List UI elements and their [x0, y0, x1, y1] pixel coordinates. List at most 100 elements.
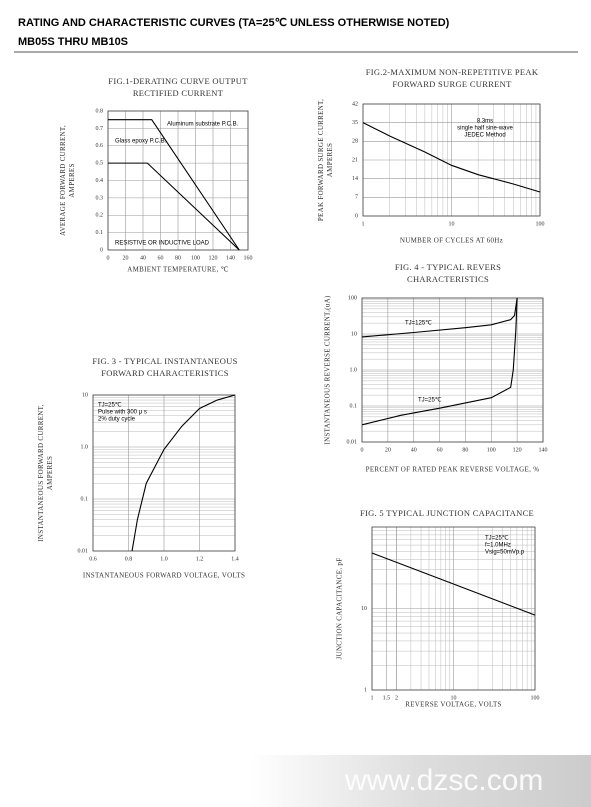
y-tick-label: 0.3: [96, 195, 104, 201]
y-tick-label: 21: [352, 157, 358, 163]
series-label: Glass epoxy P.C.B.: [115, 139, 167, 145]
x-tick-label: 100: [531, 695, 540, 701]
y-axis-label: AMPERES: [46, 456, 54, 490]
chart-title: FIG.2-MAXIMUM NON-REPETITIVE PEAK: [366, 67, 539, 77]
plot-frame: [371, 526, 536, 691]
plot-frame: [107, 110, 249, 251]
y-tick-label: 35: [352, 120, 358, 126]
x-tick-label: 100: [536, 221, 545, 227]
header-title: RATING AND CHARACTERISTIC CURVES (TA=25℃…: [18, 17, 450, 29]
series-label: TJ=125℃: [405, 321, 432, 327]
annotation: JEDEC Method: [464, 133, 505, 139]
annotation: 2% duty cycle: [98, 417, 136, 423]
y-tick-label: 0.5: [96, 161, 104, 167]
y-tick-label: 0.01: [347, 439, 358, 445]
chart-title: FORWARD CHARACTERISTICS: [101, 368, 229, 378]
y-tick-label: 0.2: [96, 213, 104, 219]
series-line: [361, 297, 518, 338]
y-tick-label: 10: [82, 392, 88, 398]
y-tick-label: 0: [100, 247, 103, 253]
y-tick-label: 10: [351, 331, 357, 337]
y-axis-label: INSTANTANEOUS REVERSE CURRENT,(uA): [324, 295, 332, 445]
series-line: [371, 552, 536, 616]
y-tick-label: 100: [348, 295, 357, 301]
x-axis-label: INSTANTANEOUS FORWARD VOLTAGE, VOLTS: [83, 572, 245, 580]
chart-title: CHARACTERISTICS: [407, 274, 489, 284]
y-tick-label: 10: [361, 606, 367, 612]
y-axis-label: AVERAGE FORWARD CURRENT,: [59, 125, 67, 236]
x-tick-label: 80: [462, 447, 468, 453]
y-tick-label: 1.0: [81, 444, 89, 450]
plot-frame: [362, 103, 541, 217]
x-tick-label: 0: [361, 447, 364, 453]
chart-title: FIG. 4 - TYPICAL REVERS: [395, 262, 501, 272]
x-tick-label: 0.8: [125, 556, 133, 562]
y-tick-label: 0: [355, 213, 358, 219]
y-axis-label: JUNCTION CAPACITANCE, pF: [336, 558, 344, 660]
chart-title: RECTIFIED CURRENT: [133, 88, 224, 98]
x-tick-label: 10: [451, 695, 457, 701]
series-label: Aluminum substrate P.C.B.: [167, 122, 239, 128]
annotation: f=1.0MHz: [485, 543, 511, 549]
x-tick-label: 1: [362, 221, 365, 227]
x-axis-label: REVERSE VOLTAGE, VOLTS: [405, 701, 501, 709]
annotation: TJ=25℃: [98, 403, 122, 409]
x-tick-label: 60: [158, 255, 164, 261]
x-tick-label: 1.5: [383, 695, 391, 701]
y-tick-label: 14: [352, 176, 358, 182]
y-tick-label: 7: [355, 195, 358, 201]
chart-title: FIG.1-DERATING CURVE OUTPUT: [108, 76, 248, 86]
y-tick-label: 28: [352, 139, 358, 145]
annotation: Vsig=50mVp.p: [485, 550, 525, 556]
annotation: single half sine-wave: [457, 126, 513, 132]
x-tick-label: 60: [437, 447, 443, 453]
x-tick-label: 1.2: [196, 556, 204, 562]
y-tick-label: 0.01: [78, 548, 89, 554]
y-tick-label: 0.4: [96, 178, 104, 184]
x-tick-label: 10: [449, 221, 455, 227]
x-tick-label: 0: [107, 255, 110, 261]
plot-frame: [92, 394, 236, 552]
x-tick-label: 120: [209, 255, 218, 261]
y-tick-label: 0.1: [81, 496, 89, 502]
chart-title: FORWARD SURGE CURRENT: [392, 79, 512, 89]
x-tick-label: 1: [371, 695, 374, 701]
x-tick-label: 100: [191, 255, 200, 261]
x-axis-label: AMBIENT TEMPERATURE, ℃: [127, 266, 229, 274]
y-tick-label: 0.7: [96, 126, 104, 132]
x-tick-label: 1.0: [160, 556, 168, 562]
x-tick-label: 140: [539, 447, 548, 453]
y-tick-label: 1.0: [350, 367, 358, 373]
y-tick-label: 0.6: [96, 143, 104, 149]
x-tick-label: 140: [226, 255, 235, 261]
series-line: [108, 162, 240, 251]
series-label: TJ=25℃: [418, 398, 442, 404]
x-tick-label: 160: [244, 255, 253, 261]
series-line: [131, 394, 236, 552]
x-tick-label: 40: [411, 447, 417, 453]
y-tick-label: 0.1: [96, 230, 104, 236]
x-tick-label: 80: [175, 255, 181, 261]
annotation: 8.3ms: [477, 119, 493, 125]
y-axis-label: PEAK FORWARD SURGE CURRENT,: [317, 99, 325, 221]
chart-title: FIG. 3 - TYPICAL INSTANTANEOUS: [92, 356, 237, 366]
annotation: RESISTIVE OR INDUCTIVE LOAD: [115, 241, 210, 247]
x-tick-label: 40: [140, 255, 146, 261]
x-tick-label: 20: [123, 255, 129, 261]
annotation: Pulse with 300 μ s: [98, 410, 147, 416]
annotation: TJ=25℃: [485, 536, 509, 542]
y-tick-label: 0.1: [350, 403, 358, 409]
header-subtitle: MB05S THRU MB10S: [18, 36, 128, 48]
x-tick-label: 1.4: [231, 556, 239, 562]
x-axis-label: PERCENT OF RATED PEAK REVERSE VOLTAGE, %: [366, 466, 540, 474]
x-tick-label: 2: [395, 695, 398, 701]
y-tick-label: 1: [364, 687, 367, 693]
watermark-band: [250, 755, 591, 807]
series-line: [108, 119, 240, 251]
series-line: [361, 297, 518, 426]
y-axis-label: AMPERES: [326, 143, 334, 177]
x-tick-label: 100: [487, 447, 496, 453]
y-tick-label: 0.8: [96, 108, 104, 114]
chart-title: FIG. 5 TYPICAL JUNCTION CAPACITANCE: [360, 508, 534, 518]
